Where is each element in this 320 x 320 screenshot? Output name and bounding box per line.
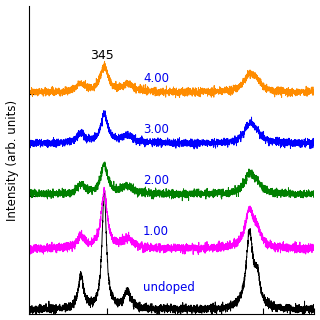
Text: undoped: undoped (143, 281, 195, 294)
Text: 3.00: 3.00 (143, 123, 169, 136)
Text: 1.00: 1.00 (143, 225, 169, 238)
Y-axis label: Intensity (arb. units): Intensity (arb. units) (5, 100, 19, 220)
Text: 2.00: 2.00 (143, 174, 169, 187)
Text: 345: 345 (90, 49, 114, 61)
Text: 4.00: 4.00 (143, 72, 169, 85)
